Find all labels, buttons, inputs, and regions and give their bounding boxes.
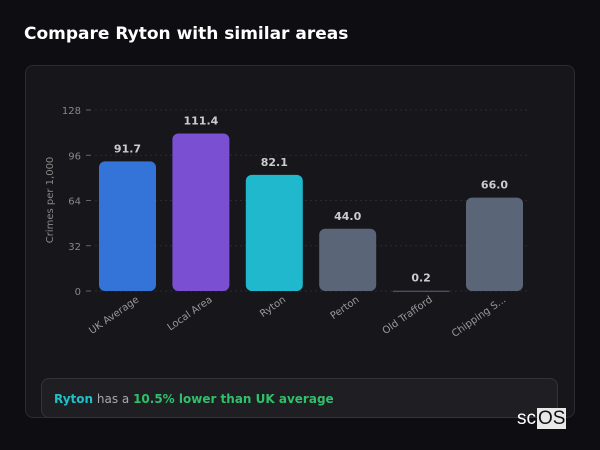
x-tick-label: Ryton: [258, 294, 288, 319]
summary-middle: has a: [93, 392, 134, 406]
scos-logo: sc OS: [516, 408, 567, 430]
value-label: 66.0: [481, 179, 508, 192]
summary-comparison: 10.5% lower than UK average: [133, 392, 334, 406]
summary-box: Ryton has a 10.5% lower than UK average: [41, 378, 558, 418]
y-axis-label: Crimes per 1,000: [45, 157, 56, 244]
y-tick-label: 96: [68, 151, 81, 162]
y-tick-label: 64: [68, 197, 81, 208]
x-tick-label: Chipping S...: [450, 294, 508, 339]
page-title: Compare Ryton with similar areas: [24, 24, 349, 44]
bar-local-area: [172, 133, 230, 291]
bar-perton: [319, 228, 377, 291]
summary-area: Ryton: [54, 392, 94, 406]
value-label: 0.2: [411, 272, 431, 285]
logo-suffix: OS: [537, 408, 567, 429]
y-tick-label: 32: [68, 242, 81, 253]
value-label: 91.7: [114, 142, 141, 155]
y-tick-label: 0: [75, 287, 81, 298]
value-label: 111.4: [184, 114, 219, 127]
value-label: 44.0: [334, 210, 361, 223]
x-tick-label: Old Trafford: [381, 294, 435, 336]
bar-ryton: [245, 174, 303, 291]
bar-old-trafford: [392, 290, 450, 292]
bar-chipping-s-: [466, 197, 523, 291]
y-tick-label: 128: [62, 106, 81, 117]
x-tick-label: UK Average: [87, 294, 141, 336]
x-tick-label: Local Area: [166, 294, 215, 333]
bar-uk-average: [99, 161, 156, 291]
value-label: 82.1: [261, 156, 288, 169]
logo-prefix: sc: [517, 408, 536, 429]
x-tick-label: Perton: [329, 294, 362, 322]
